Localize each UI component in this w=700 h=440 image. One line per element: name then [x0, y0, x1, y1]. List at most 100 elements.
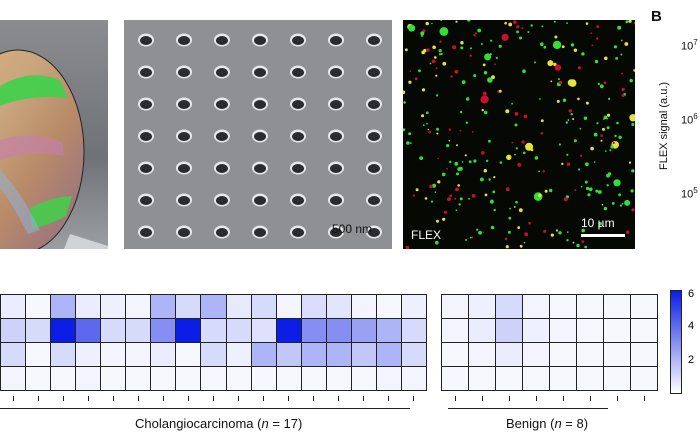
- fluorescent-spot: [456, 144, 458, 147]
- fluorescent-spot: [456, 172, 459, 176]
- fluorescent-spot: [506, 154, 512, 160]
- fluorescent-spot: [454, 161, 459, 166]
- fluor-label: FLEX: [411, 228, 442, 242]
- fluorescent-spot: [492, 190, 496, 194]
- fluorescent-spot: [507, 230, 511, 234]
- heatmap-cell: [225, 342, 252, 367]
- fluorescent-spot: [501, 33, 509, 41]
- fluorescent-spot: [539, 98, 541, 100]
- heatmap-cell: [325, 366, 352, 391]
- fluorescent-spot: [631, 123, 635, 126]
- heatmap-cell: [576, 294, 604, 319]
- fluorescent-spot: [427, 128, 430, 131]
- heatmap-cell: [603, 318, 631, 343]
- colorbar-tick-4: 4: [688, 320, 695, 332]
- heatmap-column-tick: [562, 396, 564, 401]
- heatmap-cell: [495, 366, 523, 391]
- fluorescent-spot: [597, 82, 600, 86]
- fluorescent-spot: [620, 53, 623, 56]
- heatmap-cell: [495, 342, 523, 367]
- fluorescent-spot: [511, 141, 514, 144]
- fluorescent-spot: [432, 183, 437, 188]
- heatmap-column-tick: [481, 396, 483, 401]
- heatmap-cell: [350, 294, 377, 319]
- fluorescent-spot: [465, 121, 469, 124]
- fluorescent-spot: [616, 121, 619, 125]
- heatmap-cell: [576, 318, 604, 343]
- fluorescent-spot: [547, 60, 554, 67]
- fluorescent-spot: [524, 232, 529, 237]
- fluorescent-spot: [508, 216, 512, 220]
- heatmap-cell: [576, 342, 604, 367]
- fluorescent-spot: [432, 45, 436, 50]
- fluorescent-spot: [466, 97, 470, 101]
- heatmap-cell: [468, 294, 496, 319]
- y-tick-1: 107: [681, 38, 698, 53]
- fluorescent-spot: [454, 197, 457, 200]
- sem-hole: [368, 228, 380, 237]
- fluorescent-spot: [581, 228, 585, 233]
- fluorescent-spot: [621, 87, 625, 92]
- sem-hole: [292, 36, 304, 45]
- fluorescent-spot: [410, 142, 412, 144]
- fluorescent-spot: [498, 89, 502, 93]
- y-tick-2-base: 10: [681, 114, 694, 127]
- fluorescent-spot: [504, 21, 507, 25]
- fluorescent-spot: [555, 229, 559, 232]
- fluorescent-spot: [608, 97, 611, 100]
- sem-hole-array: [138, 33, 382, 239]
- fluorescent-spot: [573, 48, 578, 52]
- fluorescent-spot: [484, 193, 488, 197]
- heatmap-cell: [441, 342, 469, 367]
- fluorescent-spot: [431, 59, 436, 64]
- fluorescent-spot: [426, 122, 428, 125]
- fluorescent-spot: [458, 203, 461, 206]
- sem-hole: [368, 196, 380, 205]
- y-tick-1-base: 10: [681, 40, 694, 53]
- colorbar-tick-2: 2: [688, 354, 695, 366]
- fluorescent-spot: [441, 172, 446, 177]
- fluorescent-spot: [403, 101, 406, 104]
- heatmap-cell: [400, 318, 427, 343]
- fluorescent-spot: [540, 119, 544, 123]
- fluorescent-spot: [505, 187, 510, 192]
- fluorescent-spot: [514, 153, 516, 156]
- fluor-scale-label: 10 µm: [581, 216, 615, 230]
- sem-hole: [292, 164, 304, 173]
- heatmap-cell: [468, 366, 496, 391]
- y-tick-3-base: 10: [681, 188, 694, 201]
- fluorescent-spot: [519, 36, 522, 40]
- fluorescent-spot: [449, 160, 452, 164]
- fluorescent-spot: [482, 231, 484, 233]
- fluorescent-spot: [599, 84, 604, 89]
- fluorescent-spot: [523, 114, 528, 119]
- fluorescent-spot: [541, 25, 544, 28]
- heatmap-cell: [25, 294, 52, 319]
- heatmap-cell: [441, 366, 469, 391]
- fluorescent-spot: [630, 189, 634, 193]
- panel-label-b: B: [651, 8, 662, 25]
- fluorescent-spot: [518, 208, 523, 213]
- sem-hole: [216, 36, 228, 45]
- fluorescent-spot: [434, 56, 437, 59]
- sem-hole: [368, 36, 380, 45]
- fluorescent-spot: [603, 206, 608, 211]
- fluorescent-spot: [612, 141, 615, 144]
- heatmap-column-tick: [137, 396, 139, 401]
- fluorescent-spot: [475, 32, 478, 35]
- fluorescent-spot: [513, 20, 517, 24]
- fluorescent-spot: [625, 20, 629, 24]
- sem-hole: [292, 132, 304, 141]
- heatmap-cell: [175, 366, 202, 391]
- fluorescent-spot: [519, 244, 523, 248]
- fluorescent-spot: [629, 78, 633, 83]
- fluorescent-spot: [590, 146, 594, 151]
- group-name-cholangiocarcinoma: Cholangiocarcinoma: [135, 416, 254, 431]
- fluorescent-spot: [461, 80, 466, 84]
- fluorescent-spot: [629, 114, 635, 122]
- heatmap-column-tick: [112, 396, 114, 401]
- fluor-scale-bar: [581, 234, 625, 237]
- group-label-cholangiocarcinoma: Cholangiocarcinoma (n = 17): [135, 416, 303, 431]
- fluorescent-spot: [473, 74, 477, 78]
- fluorescent-spot: [631, 208, 635, 212]
